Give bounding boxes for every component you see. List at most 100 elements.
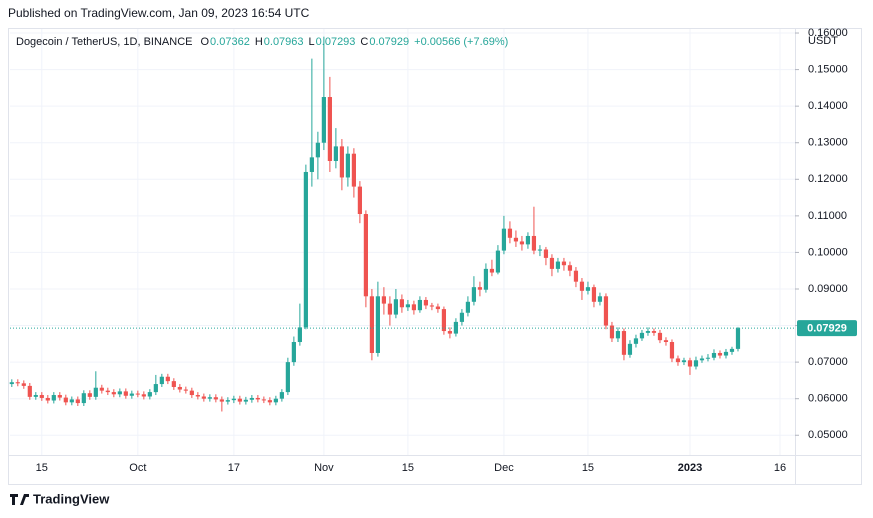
- legend-value: 0.07362: [210, 36, 250, 48]
- legend-key: C: [360, 36, 368, 48]
- y-tick-label: 0.13000: [808, 137, 848, 149]
- candle-body: [159, 376, 164, 385]
- candle-body: [507, 228, 513, 238]
- candle-body: [675, 358, 681, 363]
- candle-body: [339, 146, 344, 178]
- legend-value: 0.07293: [316, 36, 356, 48]
- candle-body: [411, 304, 417, 311]
- y-tick-label: 0.11000: [808, 210, 847, 222]
- candle-body: [15, 382, 20, 384]
- candle-body: [201, 396, 206, 399]
- candle-body: [255, 397, 260, 400]
- y-tick-label: 0.14000: [808, 100, 848, 112]
- candle-body: [627, 343, 633, 355]
- candle-body: [93, 387, 98, 397]
- candle-body: [273, 398, 278, 403]
- candle-body: [465, 301, 471, 313]
- legend-key: L: [309, 36, 315, 48]
- x-tick-label: 16: [774, 462, 786, 474]
- candle-body: [567, 265, 573, 271]
- y-tick-label: 0.12000: [808, 173, 848, 185]
- candle-body: [351, 153, 356, 187]
- candle-body: [693, 360, 699, 367]
- candle-body: [147, 392, 152, 397]
- candle-body: [543, 249, 549, 258]
- x-tick-label: 15: [36, 462, 48, 474]
- candle-body: [699, 358, 705, 361]
- candle-body: [303, 171, 308, 328]
- candle-body: [555, 261, 561, 269]
- candle-body: [39, 395, 44, 398]
- candle-body: [591, 287, 597, 302]
- candle-body: [219, 399, 224, 402]
- candle-body: [63, 397, 68, 403]
- candle-body: [423, 299, 429, 306]
- candle-body: [501, 228, 507, 251]
- candle-body: [645, 331, 651, 333]
- candle-body: [291, 342, 296, 363]
- candle-body: [153, 384, 158, 393]
- published-note: Published on TradingView.com, Jan 09, 20…: [8, 6, 310, 20]
- candle-body: [735, 328, 741, 349]
- candle-body: [207, 397, 212, 399]
- candle-body: [573, 270, 579, 282]
- grid: [10, 29, 795, 455]
- candle-body: [99, 387, 104, 391]
- candle-body: [651, 331, 657, 333]
- candle-body: [417, 299, 423, 311]
- candle-body: [333, 146, 338, 162]
- candle-body: [639, 332, 645, 339]
- candle-body: [285, 362, 290, 393]
- candle-body: [429, 305, 435, 307]
- candle-body: [345, 153, 350, 178]
- candle-body: [51, 395, 56, 401]
- candle-body: [393, 299, 398, 315]
- legend-value: 0.07929: [369, 36, 409, 48]
- candle-body: [177, 386, 182, 390]
- candle-body: [123, 391, 128, 396]
- candle-body: [75, 399, 80, 404]
- candle-body: [69, 399, 74, 403]
- candle-body: [189, 390, 194, 396]
- candle-body: [531, 235, 537, 251]
- candle-body: [483, 268, 489, 290]
- candle-body: [549, 257, 555, 269]
- candles: [9, 36, 741, 412]
- x-tick-label: 15: [582, 462, 594, 474]
- logo: [10, 494, 29, 505]
- candle-body: [375, 296, 380, 353]
- candle-body: [33, 395, 38, 397]
- candle-body: [27, 385, 32, 397]
- candle-body: [597, 296, 603, 302]
- y-axis-label: USDT: [808, 35, 838, 47]
- candle-body: [45, 397, 50, 401]
- candle-body: [279, 392, 284, 399]
- candle-body: [405, 304, 411, 308]
- candle-body: [561, 261, 567, 266]
- y-tick-label: 0.06000: [808, 393, 848, 405]
- y-tick-label: 0.15000: [808, 63, 848, 75]
- candle-body: [171, 381, 176, 387]
- y-tick-label: 0.10000: [808, 246, 848, 258]
- candle-body: [129, 393, 134, 396]
- legend-key: O: [200, 36, 209, 48]
- candle-body: [117, 391, 122, 395]
- candle-body: [225, 400, 230, 402]
- logo-icon: [10, 494, 29, 505]
- candle-body: [537, 249, 543, 251]
- x-tick-label: 17: [228, 462, 240, 474]
- candle-body: [57, 395, 62, 398]
- candle-body: [633, 338, 639, 344]
- legend: Dogecoin / TetherUS, 1D, BINANCE O 0.07362…: [16, 36, 508, 48]
- candle-body: [435, 306, 441, 310]
- x-tick-label: Nov: [314, 462, 334, 474]
- candle-body: [609, 325, 615, 339]
- candle-body: [585, 287, 591, 291]
- candle-body: [603, 296, 609, 326]
- candle-body: [9, 382, 14, 385]
- y-tick-label: 0.05000: [808, 429, 848, 441]
- candle-body: [321, 97, 326, 143]
- candle-body: [513, 237, 519, 242]
- x-tick-label: Oct: [129, 462, 146, 474]
